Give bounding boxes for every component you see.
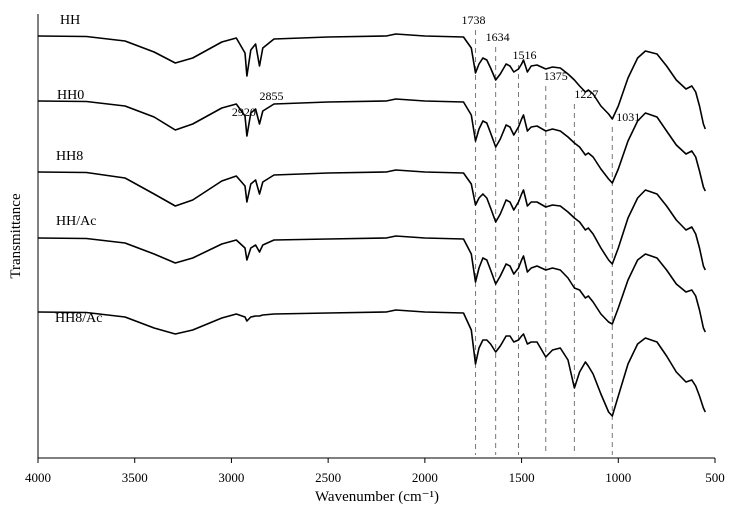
- x-tick-label: 1500: [509, 470, 535, 485]
- x-tick-label: 500: [705, 470, 725, 485]
- x-tick-label: 2500: [315, 470, 341, 485]
- x-tick-label: 3000: [218, 470, 244, 485]
- spectra: [37, 33, 707, 417]
- series-label: HH8: [56, 149, 83, 164]
- reference-line-label: 1516: [512, 48, 536, 62]
- spectrum-line: [37, 98, 707, 192]
- x-tick-label: 2000: [412, 470, 438, 485]
- reference-line-label: 1738: [462, 13, 486, 27]
- series-label: HH8/Ac: [55, 311, 102, 326]
- x-axis-label: Wavenumber (cm⁻¹): [315, 489, 439, 505]
- spectrum-line: [37, 235, 707, 333]
- x-tick-label: 4000: [25, 470, 51, 485]
- axes: 4000 3500 3000 2500 2000 1500 1000 500: [25, 14, 725, 485]
- reference-line-label: 1227: [574, 87, 598, 101]
- series-labels: HH HH0 HH8 HH/Ac HH8/Ac: [55, 13, 102, 326]
- reference-line-label: 1031: [616, 110, 640, 124]
- spectrum-line: [37, 309, 707, 417]
- x-tick-label: 1000: [605, 470, 631, 485]
- spectrum-line: [37, 33, 707, 130]
- spectrum-line: [37, 169, 707, 271]
- x-ticks: 4000 3500 3000 2500 2000 1500 1000 500: [25, 458, 725, 485]
- series-label: HH: [60, 13, 80, 28]
- peak-annotation: 2855: [259, 89, 283, 103]
- series-label: HH0: [57, 88, 84, 103]
- x-tick-label: 3500: [122, 470, 148, 485]
- y-axis-label: Transmittance: [8, 193, 24, 279]
- peak-annotation: 2920: [232, 105, 256, 119]
- reference-line-label: 1375: [544, 69, 568, 83]
- reference-line-label: 1634: [486, 30, 510, 44]
- series-label: HH/Ac: [56, 214, 96, 229]
